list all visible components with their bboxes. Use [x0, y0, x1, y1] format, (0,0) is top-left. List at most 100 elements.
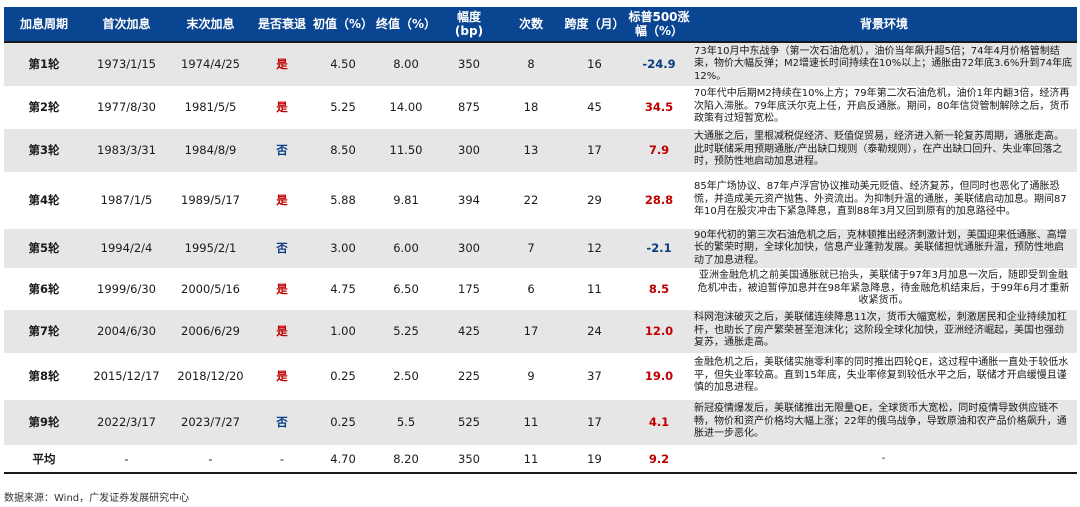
first-hike-cell: 1973/1/15 [84, 42, 169, 87]
round-cell: 第3轮 [4, 128, 84, 173]
hike-count-cell: 18 [500, 86, 562, 129]
span-months-cell: 17 [562, 128, 627, 173]
initial-rate-cell: 4.70 [312, 445, 374, 474]
round-cell: 第1轮 [4, 42, 84, 87]
data-source-note: 数据来源：Wind，广发证券发展研究中心 [4, 493, 190, 504]
span-months-cell: 11 [562, 268, 627, 310]
hike-count-cell: 11 [500, 399, 562, 446]
final-rate-cell: 6.50 [374, 268, 438, 310]
hike-count-cell: 7 [500, 228, 562, 269]
recession-cell: - [252, 445, 312, 474]
final-rate-cell: 8.00 [374, 42, 438, 87]
last-hike-cell: 2006/6/29 [169, 309, 252, 354]
magnitude-cell: 300 [438, 128, 500, 173]
span-months-cell: 12 [562, 228, 627, 269]
initial-rate-cell: 1.00 [312, 309, 374, 354]
background-cell: 科网泡沫破灭之后，美联储连续降息11次，货币大幅宽松，刺激居民和企业持续加杠杆，… [691, 309, 1077, 354]
hike-count-cell: 22 [500, 172, 562, 229]
last-hike-cell: - [169, 445, 252, 474]
recession-cell: 是 [252, 172, 312, 229]
initial-rate-cell: 4.75 [312, 268, 374, 310]
hike-count-cell: 9 [500, 353, 562, 400]
final-rate-cell: 2.50 [374, 353, 438, 400]
span-months-cell: 17 [562, 399, 627, 446]
table-row: 第3轮 1983/3/31 1984/8/9 否 8.50 11.50 300 13 17 7.9… [4, 128, 1077, 173]
header-span: 跨度（月） [562, 7, 627, 43]
recession-cell: 是 [252, 86, 312, 129]
rate-hike-cycles-table-container: 加息周期 首次加息 末次加息 是否衰退 初值（%） 终值（%） 幅度 (bp) 次… [4, 7, 1077, 474]
magnitude-cell: 425 [438, 309, 500, 354]
magnitude-cell: 350 [438, 42, 500, 87]
span-months-cell: 16 [562, 42, 627, 87]
final-rate-cell: 9.81 [374, 172, 438, 229]
header-sp500: 标普500涨 幅（%） [627, 7, 691, 43]
table-row: 第1轮 1973/1/15 1974/4/25 是 4.50 8.00 350 8 16 -24.… [4, 42, 1077, 87]
header-row: 加息周期 首次加息 末次加息 是否衰退 初值（%） 终值（%） 幅度 (bp) 次… [4, 7, 1077, 43]
table-row: 第6轮 1999/6/30 2000/5/16 是 4.75 6.50 175 6 11 8.5 亚… [4, 268, 1077, 310]
table-row: 第9轮 2022/3/17 2023/7/27 否 0.25 5.5 525 11 17 4.1 新… [4, 399, 1077, 446]
first-hike-cell: 1994/2/4 [84, 228, 169, 269]
header-background: 背景环境 [691, 7, 1077, 43]
initial-rate-cell: 5.88 [312, 172, 374, 229]
background-cell: - [691, 445, 1077, 474]
span-months-cell: 24 [562, 309, 627, 354]
sp500-change-cell: 4.1 [627, 399, 691, 446]
table-row: 第8轮 2015/12/17 2018/12/20 是 0.25 2.50 225 9 37 19… [4, 353, 1077, 400]
first-hike-cell: 2022/3/17 [84, 399, 169, 446]
round-cell: 第7轮 [4, 309, 84, 354]
last-hike-cell: 1974/4/25 [169, 42, 252, 87]
table-row: 第7轮 2004/6/30 2006/6/29 是 1.00 5.25 425 17 24 12.… [4, 309, 1077, 354]
initial-rate-cell: 8.50 [312, 128, 374, 173]
first-hike-cell: 1987/1/5 [84, 172, 169, 229]
final-rate-cell: 11.50 [374, 128, 438, 173]
round-cell: 第9轮 [4, 399, 84, 446]
background-cell: 70年代中后期M2持续在10%上方；79年第二次石油危机，油价1年内翻3倍，经济… [691, 86, 1077, 129]
recession-cell: 是 [252, 353, 312, 400]
header-magnitude-line1: 幅度 [456, 10, 481, 24]
recession-cell: 否 [252, 128, 312, 173]
hike-count-cell: 17 [500, 309, 562, 354]
sp500-change-cell: -2.1 [627, 228, 691, 269]
header-last-hike: 末次加息 [169, 7, 252, 43]
header-round: 加息周期 [4, 7, 84, 43]
table-row: 第4轮 1987/1/5 1989/5/17 是 5.88 9.81 394 22 29 28.8… [4, 172, 1077, 229]
hike-count-cell: 8 [500, 42, 562, 87]
final-rate-cell: 6.00 [374, 228, 438, 269]
sp500-change-cell: 19.0 [627, 353, 691, 400]
span-months-cell: 45 [562, 86, 627, 129]
initial-rate-cell: 0.25 [312, 399, 374, 446]
round-cell: 第5轮 [4, 228, 84, 269]
background-cell: 亚洲金融危机之前美国通胀就已抬头，美联储于97年3月加息一次后，随即受到金融危机… [691, 268, 1077, 310]
recession-cell: 是 [252, 42, 312, 87]
sp500-change-cell: 7.9 [627, 128, 691, 173]
last-hike-cell: 1989/5/17 [169, 172, 252, 229]
initial-rate-cell: 0.25 [312, 353, 374, 400]
header-sp500-line2: 幅（%） [634, 24, 684, 38]
table-body: 第1轮 1973/1/15 1974/4/25 是 4.50 8.00 350 8 16 -24.… [4, 42, 1077, 474]
background-cell: 73年10月中东战争（第一次石油危机），油价当年飙升超5倍；74年4月价格管制结… [691, 42, 1077, 87]
background-cell: 新冠疫情爆发后，美联储推出无限量QE，全球货币大宽松，同时疫情导致供应链不畅，物… [691, 399, 1077, 446]
first-hike-cell: 1999/6/30 [84, 268, 169, 310]
header-magnitude-line2: (bp) [454, 24, 484, 38]
header-magnitude: 幅度 (bp) [438, 7, 500, 43]
final-rate-cell: 5.25 [374, 309, 438, 354]
magnitude-cell: 394 [438, 172, 500, 229]
final-rate-cell: 8.20 [374, 445, 438, 474]
sp500-change-cell: 12.0 [627, 309, 691, 354]
header-sp500-line1: 标普500涨 [628, 10, 690, 24]
magnitude-cell: 525 [438, 399, 500, 446]
hike-count-cell: 13 [500, 128, 562, 173]
round-cell: 第6轮 [4, 268, 84, 310]
sp500-change-cell: 34.5 [627, 86, 691, 129]
background-cell: 90年代初的第三次石油危机之后，克林顿推出经济刺激计划，美国迎来低通胀、高增长的… [691, 228, 1077, 269]
initial-rate-cell: 3.00 [312, 228, 374, 269]
magnitude-cell: 225 [438, 353, 500, 400]
sp500-change-cell: 8.5 [627, 268, 691, 310]
sp500-change-cell: -24.9 [627, 42, 691, 87]
round-cell: 第8轮 [4, 353, 84, 400]
initial-rate-cell: 5.25 [312, 86, 374, 129]
magnitude-cell: 875 [438, 86, 500, 129]
header-initial: 初值（%） [312, 7, 374, 43]
hike-count-cell: 11 [500, 445, 562, 474]
table-row: 第2轮 1977/8/30 1981/5/5 是 5.25 14.00 875 18 45 34.… [4, 86, 1077, 129]
